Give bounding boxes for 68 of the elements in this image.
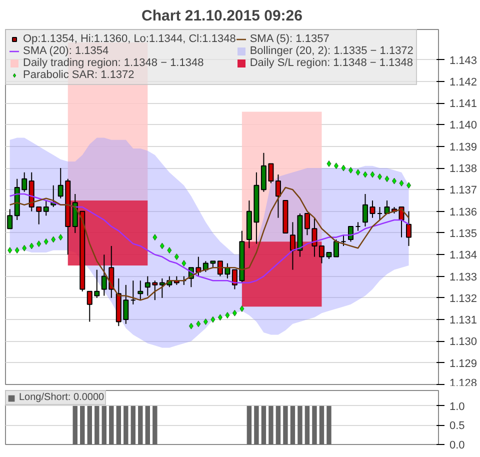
legend-label: Parabolic SAR: 1.1372 bbox=[23, 69, 134, 81]
y-tick-label: 1.141 bbox=[450, 98, 478, 110]
point bbox=[326, 160, 332, 167]
line-series bbox=[9, 186, 410, 301]
point bbox=[44, 238, 48, 245]
candlestick bbox=[36, 206, 42, 225]
point bbox=[14, 247, 20, 254]
point bbox=[203, 318, 208, 325]
point bbox=[188, 322, 194, 330]
legend-label: SMA (5): 1.1357 bbox=[250, 33, 330, 45]
point bbox=[240, 305, 244, 312]
candlestick bbox=[138, 280, 144, 301]
y-tick-label: 1.134 bbox=[450, 250, 478, 262]
point bbox=[362, 171, 368, 178]
chart-title: Chart 21.10.2015 09:26 bbox=[142, 8, 302, 24]
legend-label: Long/Short: 0.0000 bbox=[19, 392, 104, 403]
candlestick bbox=[406, 210, 412, 246]
y-tick-label: 1.0 bbox=[450, 400, 465, 413]
y-tick-label: 1.142 bbox=[450, 76, 478, 88]
y-tick-label: 1.143 bbox=[450, 54, 478, 67]
point bbox=[348, 166, 353, 174]
point bbox=[225, 312, 230, 318]
y-tick-label: 0.5 bbox=[450, 420, 465, 432]
y-tick-label: 0.0 bbox=[450, 440, 465, 452]
point bbox=[160, 242, 164, 250]
point bbox=[210, 316, 216, 323]
point bbox=[334, 162, 338, 170]
point bbox=[58, 234, 63, 241]
legend-label: Bollinger (20, 2): 1.1335 − 1.1372 bbox=[250, 45, 414, 57]
point bbox=[182, 260, 186, 267]
point bbox=[22, 244, 27, 252]
candlestick bbox=[7, 208, 13, 230]
point bbox=[399, 180, 404, 186]
y-tick-label: 1.130 bbox=[450, 336, 478, 348]
y-tick-label: 1.131 bbox=[450, 314, 478, 327]
point bbox=[370, 171, 375, 178]
point bbox=[51, 236, 56, 243]
y-tick-label: 1.137 bbox=[450, 184, 478, 197]
point bbox=[167, 247, 172, 254]
candlestick bbox=[333, 238, 339, 258]
point bbox=[174, 254, 179, 260]
point bbox=[406, 182, 412, 189]
y-tick-label: 1.129 bbox=[450, 358, 478, 370]
point bbox=[392, 178, 397, 184]
point bbox=[196, 320, 201, 328]
point bbox=[384, 176, 390, 182]
legend-label: SMA (20): 1.1354 bbox=[23, 45, 109, 57]
candlestick bbox=[348, 226, 354, 242]
point bbox=[152, 234, 158, 241]
point bbox=[341, 164, 346, 172]
y-tick-label: 1.132 bbox=[450, 292, 478, 305]
point bbox=[356, 169, 360, 176]
y-tick-label: 1.136 bbox=[450, 206, 478, 218]
y-tick-label: 1.140 bbox=[450, 120, 478, 132]
point bbox=[218, 314, 222, 321]
point bbox=[36, 240, 42, 248]
y-tick-label: 1.135 bbox=[450, 228, 478, 240]
legend-label: Op:1.1354, Hi:1.1360, Lo:1.1344, Cl:1.1348 bbox=[23, 33, 236, 45]
point bbox=[232, 310, 237, 316]
candlestick bbox=[43, 200, 49, 216]
point bbox=[8, 247, 12, 254]
point bbox=[29, 242, 34, 250]
y-tick-label: 1.139 bbox=[450, 141, 478, 154]
legend-label: Daily trading region: 1.1348 − 1.1348 bbox=[23, 57, 204, 69]
candlestick bbox=[275, 174, 281, 218]
legend-label: Daily S/L region: 1.1348 − 1.1348 bbox=[250, 57, 414, 69]
y-tick-label: 1.133 bbox=[450, 271, 478, 284]
y-tick-label: 1.138 bbox=[450, 163, 478, 176]
